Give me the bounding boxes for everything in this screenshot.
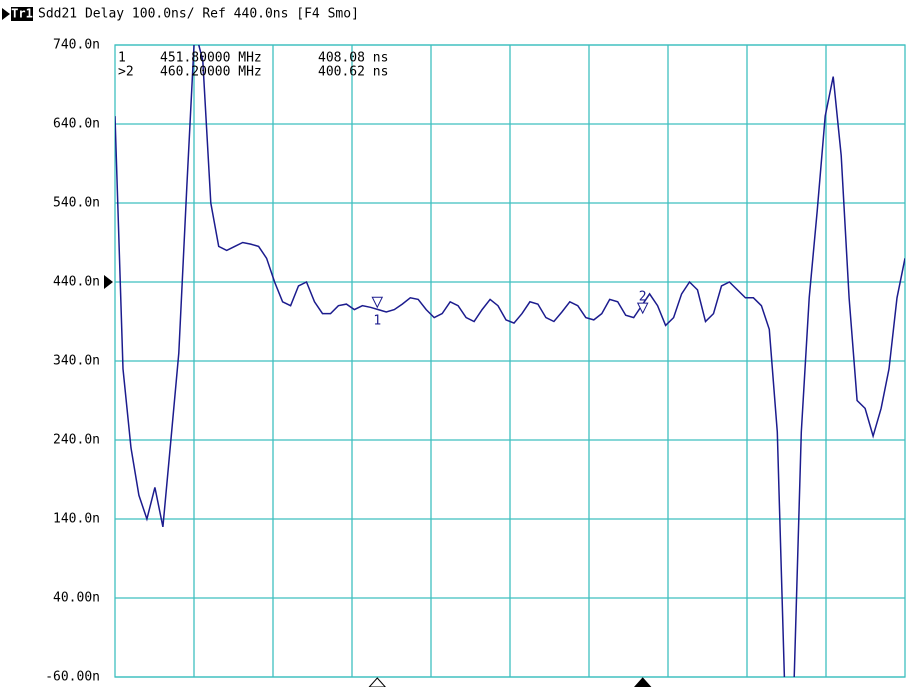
trace-active-arrow [2,8,10,20]
markers: 1 451.80000 MHz 408.08 ns1>2 460.20000 MHz 4… [118,51,652,687]
channel-badge [11,7,33,21]
trace-area [115,45,905,677]
y-tick-label: 140.0n [53,512,100,527]
y-tick-label: -60.00n [45,670,100,685]
grid [114,44,906,678]
marker-readout-value: 408.08 ns [318,51,388,66]
marker-readout-value: 400.62 ns [318,65,388,80]
marker-position-indicator [634,677,652,687]
trace-line [115,45,905,677]
y-tick-label: 240.0n [53,433,100,448]
marker-symbol [636,302,649,315]
y-tick-label: 340.0n [53,354,100,369]
marker-readout-frequency: 451.80000 MHz [160,51,262,66]
marker-readout-frequency: 460.20000 MHz [160,65,262,80]
y-tick-label: 40.00n [53,591,100,606]
reference-arrow [104,275,113,289]
marker-readout-id: >2 [118,65,134,80]
marker-position-indicator [368,677,386,687]
marker-label: 1 [373,314,381,329]
y-tick-label: 640.0n [53,117,100,132]
channel-label: Tr1 [11,7,33,21]
y-tick-label: 540.0n [53,196,100,211]
y-tick-label: 440.0n [53,275,100,290]
trace-title: Sdd21 Delay 100.0ns/ Ref 440.0ns [F4 Smo… [38,7,359,22]
y-tick-label: 740.0n [53,38,100,53]
marker-label: 2 [639,290,647,305]
marker-readout-id: 1 [118,51,126,66]
marker-symbol [371,296,384,309]
